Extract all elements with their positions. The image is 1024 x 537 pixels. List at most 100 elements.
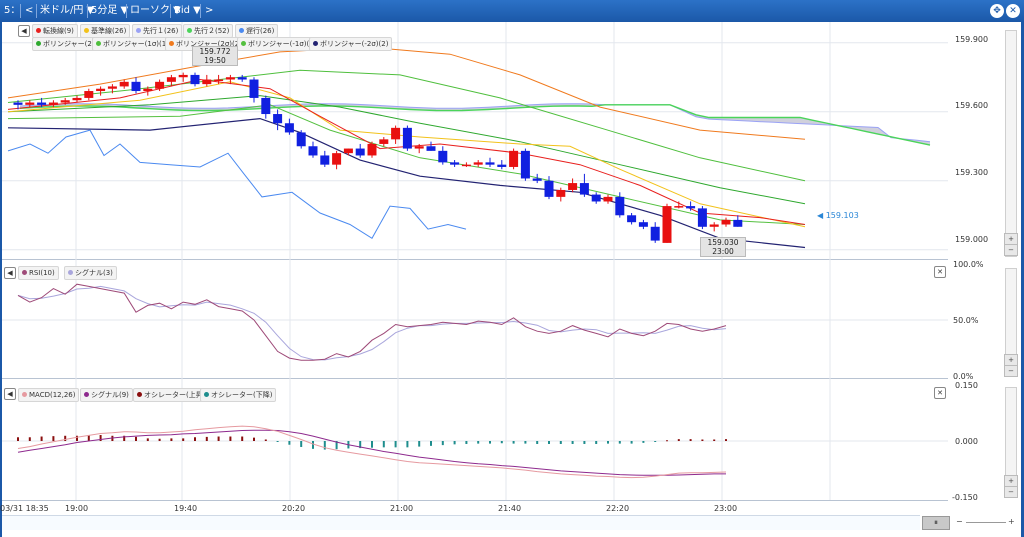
candle-body [509, 150, 519, 167]
chart-type-dropdown[interactable]: ローソク ▼ [130, 5, 181, 16]
macd-legend-item[interactable]: オシレーター(上昇) [133, 388, 210, 402]
main-legend-item[interactable]: ボリンジャー(-2σ)(2) [309, 37, 393, 51]
price-zoom-in-button[interactable]: + [1004, 233, 1018, 245]
close-rsi-panel-icon[interactable]: ✕ [934, 266, 946, 278]
macd-oscillator-bar [288, 441, 291, 445]
collapse-macd-legend-icon[interactable]: ◀ [4, 388, 16, 400]
toolbar-separator [87, 4, 88, 18]
rsi-line [17, 283, 727, 361]
rsi-legend-item[interactable]: シグナル(3) [64, 266, 117, 280]
legend-label: 遅行(26) [246, 27, 275, 35]
price-axis-label: 159.300 [955, 168, 989, 177]
candle-body [662, 206, 672, 243]
bollinger-plus2-line [7, 46, 806, 140]
macd-panel[interactable] [2, 379, 948, 501]
collapse-legend-icon[interactable]: ◀ [18, 25, 30, 37]
macd-oscillator-bar [394, 441, 397, 448]
candle-body [96, 88, 106, 92]
legend-swatch-icon [22, 270, 27, 275]
legend-label: オシレーター(上昇) [144, 391, 206, 399]
legend-label: 先行１(26) [143, 27, 179, 35]
next-button[interactable]: > [205, 5, 214, 16]
candle-body [202, 79, 212, 85]
scroll-thumb[interactable]: ⏸ [922, 516, 950, 530]
macd-oscillator-bar [52, 436, 55, 441]
time-axis-label: 03/31 18:35 [0, 504, 49, 513]
main-legend-item[interactable]: 遅行(26) [235, 24, 279, 38]
macd-oscillator-bar [264, 439, 267, 441]
toolbar-separator [126, 4, 127, 18]
macd-oscillator-bar [489, 441, 491, 444]
collapse-rsi-legend-icon[interactable]: ◀ [4, 267, 16, 279]
timeframe-dropdown[interactable]: 5分足 ▼ [91, 5, 129, 16]
macd-oscillator-bar [276, 441, 279, 442]
legend-label: ボリンジャー(-2σ)(2) [320, 40, 389, 48]
price-axis-label: 159.900 [955, 35, 989, 44]
time-horizontal-scrollbar[interactable] [2, 515, 920, 530]
price-zoom-out-button[interactable]: − [1004, 244, 1018, 256]
candle-body [13, 102, 23, 105]
candle-body [674, 206, 684, 208]
prev-button[interactable]: < [25, 5, 34, 16]
price-axis-label: 159.000 [955, 235, 989, 244]
macd-legend-item[interactable]: MACD(12,26) [18, 388, 80, 402]
rsi-zoom-out-button[interactable]: − [1004, 365, 1018, 377]
time-axis-label: 19:00 [65, 504, 89, 513]
zoom-slider[interactable] [966, 516, 1006, 523]
low-price-time: 23:00 [712, 247, 734, 256]
candle-body [84, 91, 94, 98]
main-legend-item[interactable]: 先行１(26) [132, 24, 183, 38]
macd-oscillator-bar [123, 435, 126, 441]
time-axis-label: 21:00 [390, 504, 414, 513]
price-vertical-scrollbar[interactable] [1005, 30, 1017, 257]
kijun-line [7, 81, 806, 228]
candle-body [367, 143, 377, 156]
macd-oscillator-bar [654, 441, 657, 442]
macd-legend-item[interactable]: オシレーター(下降) [200, 388, 277, 402]
main-legend-item[interactable]: 基準線(26) [80, 24, 131, 38]
main-legend-item[interactable]: 先行２(52) [183, 24, 234, 38]
main-legend-item[interactable]: 転換線(9) [32, 24, 78, 38]
macd-line [17, 425, 727, 479]
candle-body [107, 86, 117, 89]
candle-body [155, 81, 165, 89]
close-window-icon[interactable]: ✕ [1006, 4, 1020, 18]
candle-body [72, 97, 82, 101]
close-macd-panel-icon[interactable]: ✕ [934, 387, 946, 399]
zoom-out-icon[interactable]: − [956, 517, 963, 526]
rsi-axis-label: 50.0% [953, 316, 979, 325]
macd-oscillator-bar [359, 441, 362, 449]
window-frame-left [0, 22, 2, 537]
candle-body [37, 102, 47, 105]
high-price-value: 159.772 [199, 47, 231, 56]
price-chart-panel[interactable] [2, 22, 948, 260]
macd-oscillator-bar [512, 441, 515, 444]
grid-lines [2, 22, 948, 500]
legend-label: 先行２(52) [194, 27, 230, 35]
candle-body [615, 196, 625, 216]
macd-oscillator-bar [500, 441, 503, 444]
macd-legend-item[interactable]: シグナル(9) [80, 388, 133, 402]
legend-label: ボリンジャー(1σ)(1) [103, 40, 169, 48]
legend-swatch-icon [204, 392, 209, 397]
legend-label: ボリンジャー(-1σ)(1) [248, 40, 317, 48]
candle-body [273, 114, 283, 124]
toolbar-separator [200, 4, 201, 18]
candles [13, 72, 743, 243]
candle-body [733, 219, 743, 227]
price-type-dropdown[interactable]: Bid ▼ [174, 5, 201, 16]
zoom-in-icon[interactable]: + [1008, 517, 1015, 526]
rsi-legend-item[interactable]: RSI(10) [18, 266, 59, 280]
rsi-panel[interactable] [2, 260, 948, 379]
candle-body [485, 162, 495, 165]
currency-pair-dropdown[interactable]: 米ドル/円 ▼ [40, 5, 95, 16]
low-price-value: 159.030 [707, 238, 739, 247]
bollinger-mid-line [7, 95, 806, 205]
macd-zoom-out-button[interactable]: − [1004, 486, 1018, 498]
main-legend-item[interactable]: ボリンジャー(-1σ)(1) [237, 37, 321, 51]
main-legend-item[interactable]: ボリンジャー(1σ)(1) [92, 37, 173, 51]
macd-oscillator-bar [642, 441, 645, 443]
move-icon[interactable]: ✥ [990, 4, 1004, 18]
macd-oscillator-bar [583, 441, 586, 444]
